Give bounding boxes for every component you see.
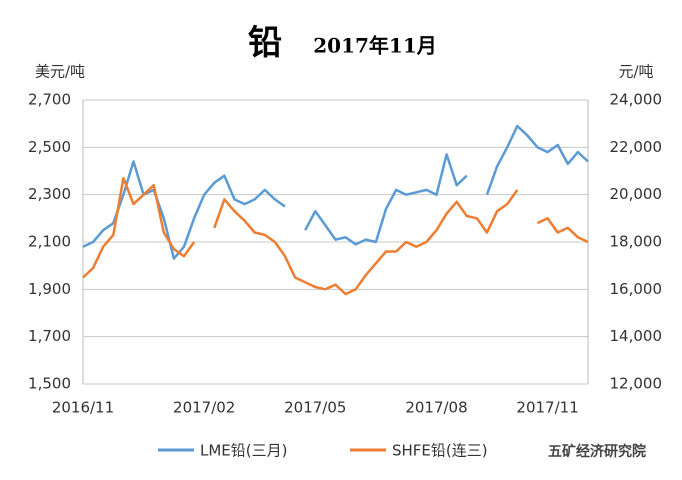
chart-title: 铅: [248, 23, 282, 63]
series-line: [536, 217, 589, 244]
y-tick-label: 2,100: [28, 233, 71, 251]
y2-tick-label: 14,000: [610, 327, 663, 345]
watermark: 五矿经济研究院: [548, 443, 646, 460]
legend-label: SHFE铅(连三): [392, 442, 488, 460]
series-line: [304, 153, 468, 246]
y2-tick-label: 22,000: [610, 138, 663, 156]
chart-subtitle: 2017年11月: [313, 34, 437, 58]
y2-tick-label: 24,000: [610, 91, 663, 109]
x-tick-label: 2016/11: [52, 399, 114, 417]
legend-label: LME铅(三月): [200, 442, 287, 460]
y2-tick-label: 16,000: [610, 280, 663, 298]
x-tick-label: 2017/08: [405, 399, 467, 417]
series-line: [82, 176, 196, 279]
y-tick-label: 1,500: [28, 375, 71, 393]
series-line: [213, 189, 519, 296]
y-tick-label: 1,900: [28, 280, 71, 298]
y-axis-label: 美元/吨: [35, 63, 85, 81]
y2-tick-label: 12,000: [610, 375, 663, 393]
series-line: [485, 124, 589, 196]
y-tick-label: 2,500: [28, 138, 71, 156]
y2-tick-label: 18,000: [610, 233, 663, 251]
y-tick-label: 2,700: [28, 91, 71, 109]
y-tick-label: 2,300: [28, 185, 71, 203]
x-tick-label: 2017/11: [516, 399, 578, 417]
x-tick-label: 2017/02: [173, 399, 235, 417]
y-tick-label: 1,700: [28, 327, 71, 345]
series-line: [82, 160, 286, 260]
y2-tick-label: 20,000: [610, 185, 663, 203]
y2-axis-label: 元/吨: [618, 63, 653, 81]
x-tick-label: 2017/05: [284, 399, 346, 417]
